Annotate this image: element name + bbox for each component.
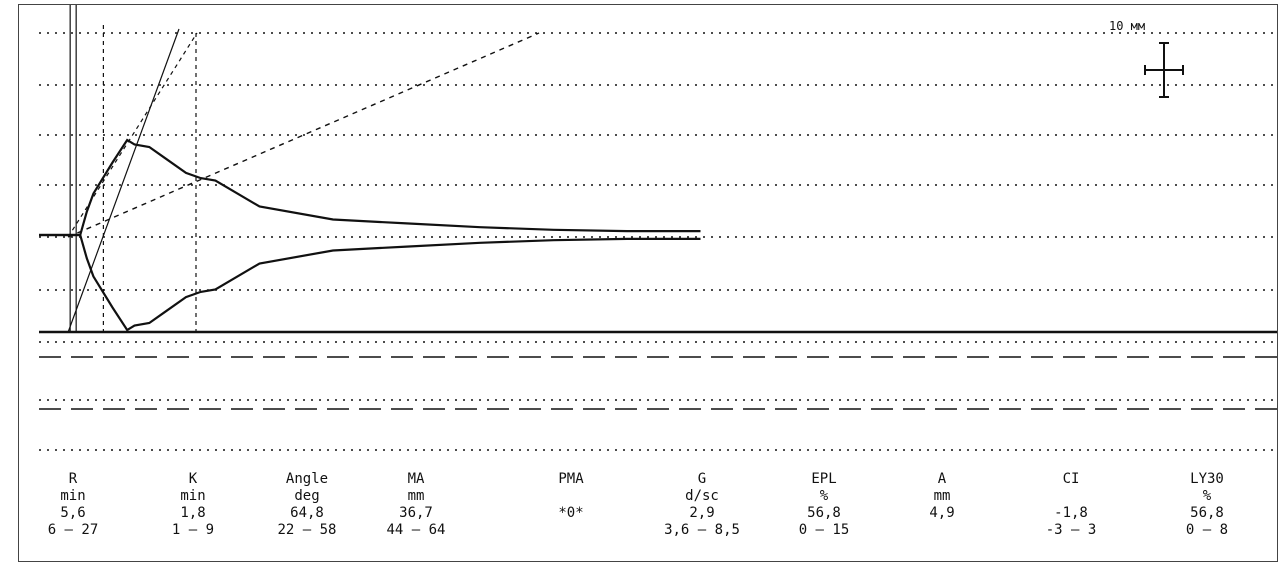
dotted-gridlines bbox=[39, 32, 1277, 451]
param-unit bbox=[516, 488, 626, 505]
upper-trace-line bbox=[39, 138, 701, 237]
param-name: LY30 bbox=[1190, 471, 1224, 487]
param-pma: PMA *0* bbox=[516, 471, 626, 539]
param-range: 44 — 64 bbox=[386, 522, 446, 538]
param-value: 56,8 bbox=[1190, 505, 1224, 521]
scale-bar-icon bbox=[1144, 42, 1184, 98]
param-name: G bbox=[697, 471, 707, 487]
param-unit: mm bbox=[407, 488, 425, 504]
param-name: EPL bbox=[811, 471, 837, 487]
dashed-reference-lines bbox=[39, 356, 1277, 410]
param-epl: EPL% 56,8 0 — 15 bbox=[769, 471, 879, 539]
param-value: 56,8 bbox=[807, 505, 841, 521]
param-unit: min bbox=[60, 488, 86, 504]
measurement-guides bbox=[67, 5, 540, 333]
param-unit: mm bbox=[933, 488, 951, 504]
param-range: 6 — 27 bbox=[47, 522, 99, 538]
param-unit: min bbox=[180, 488, 206, 504]
param-range: 3,6 — 8,5 bbox=[664, 522, 740, 538]
param-range: -3 — 3 bbox=[1045, 522, 1097, 538]
param-value: 64,8 bbox=[290, 505, 324, 521]
amplitude-trace bbox=[39, 138, 1277, 334]
param-ci: CI -1,8 -3 — 3 bbox=[1016, 471, 1126, 539]
param-range bbox=[887, 522, 997, 539]
param-unit bbox=[1016, 488, 1126, 505]
param-value: 1,8 bbox=[180, 505, 206, 521]
param-name: MA bbox=[407, 471, 425, 487]
param-name: CI bbox=[1062, 471, 1080, 487]
param-value: -1,8 bbox=[1054, 505, 1088, 521]
param-name: R bbox=[68, 471, 78, 487]
param-ma: MA mm 36,7 44 — 64 bbox=[361, 471, 471, 539]
chart-plot-area bbox=[39, 5, 1277, 451]
param-name: PMA bbox=[558, 471, 584, 487]
param-unit: % bbox=[819, 488, 829, 504]
param-value: 2,9 bbox=[689, 505, 715, 521]
param-unit: d/sc bbox=[685, 488, 719, 504]
param-value: *0* bbox=[558, 505, 584, 521]
param-name: Angle bbox=[285, 471, 329, 487]
param-value: 36,7 bbox=[399, 505, 433, 521]
param-angle: Angle deg 64,8 22 — 58 bbox=[252, 471, 362, 539]
param-range: 0 — 8 bbox=[1185, 522, 1229, 538]
param-ly30: LY30% 56,8 0 — 8 bbox=[1152, 471, 1262, 539]
param-value: 5,6 bbox=[60, 505, 86, 521]
param-range: 1 — 9 bbox=[171, 522, 215, 538]
param-unit: % bbox=[1202, 488, 1212, 504]
param-range: 22 — 58 bbox=[277, 522, 337, 538]
param-range bbox=[516, 522, 626, 539]
lower-trace-line bbox=[39, 233, 701, 332]
param-name: K bbox=[188, 471, 198, 487]
param-range: 0 — 15 bbox=[798, 522, 850, 538]
param-name: A bbox=[937, 471, 947, 487]
param-unit: deg bbox=[294, 488, 320, 504]
angle-tangent-line bbox=[67, 28, 180, 333]
scale-bar-label: 10 мм bbox=[1109, 19, 1146, 33]
param-value: 4,9 bbox=[929, 505, 955, 521]
